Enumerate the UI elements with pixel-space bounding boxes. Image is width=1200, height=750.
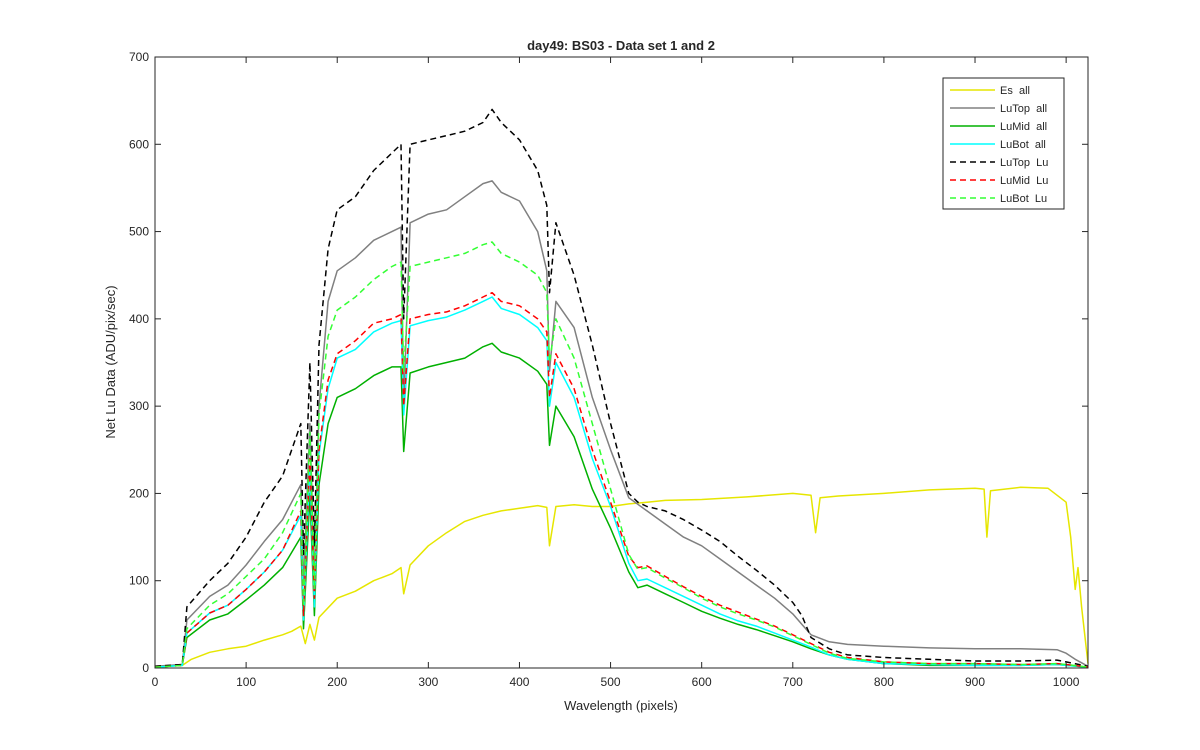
y-axis-label: Net Lu Data (ADU/pix/sec)	[103, 285, 118, 438]
series-line-lutop-lu	[154, 108, 1089, 668]
y-tick-label: 600	[129, 137, 149, 151]
legend-label: Es all	[1000, 85, 1030, 97]
legend-label: LuMid Lu	[1000, 175, 1048, 187]
x-tick-label: 900	[965, 675, 985, 689]
y-tick-label: 700	[129, 50, 149, 64]
y-tick-label: 300	[129, 399, 149, 413]
y-tick-label: 400	[129, 312, 149, 326]
x-axis-label: Wavelength (pixels)	[564, 698, 678, 713]
legend-label: LuTop Lu	[1000, 157, 1048, 169]
y-tick-label: 100	[129, 574, 149, 588]
x-tick-label: 400	[509, 675, 529, 689]
legend-label: LuMid all	[1000, 121, 1047, 133]
legend-box	[942, 77, 1065, 210]
chart-title: day49: BS03 - Data set 1 and 2	[527, 38, 715, 53]
y-axis-ticks: 0 100 200 300 400 500 600 700	[129, 50, 1088, 675]
x-tick-label: 600	[692, 675, 712, 689]
x-tick-label: 100	[236, 675, 256, 689]
legend: Es all LuTop all LuMid all LuBot all LuTop L…	[942, 77, 1065, 210]
axes-box	[154, 56, 1089, 669]
series-line-es-all	[154, 486, 1089, 668]
x-tick-label: 700	[783, 675, 803, 689]
x-tick-label: 300	[418, 675, 438, 689]
legend-label: LuBot all	[1000, 139, 1046, 151]
x-tick-label: 200	[327, 675, 347, 689]
y-tick-label: 500	[129, 225, 149, 239]
x-axis-ticks: 0 100 200 300 400 500 600 700 800 900 1000	[152, 57, 1080, 689]
legend-label: LuBot Lu	[1000, 193, 1047, 205]
y-tick-label: 200	[129, 486, 149, 500]
x-tick-label: 800	[874, 675, 894, 689]
x-tick-label: 0	[152, 675, 159, 689]
legend-label: LuTop all	[1000, 103, 1047, 115]
x-tick-label: 500	[601, 675, 621, 689]
series-layer	[154, 108, 1089, 668]
plot-area	[155, 57, 1088, 668]
x-tick-label: 1000	[1053, 675, 1080, 689]
y-tick-label: 0	[142, 661, 149, 675]
series-line-lubot-lu	[154, 241, 1089, 668]
